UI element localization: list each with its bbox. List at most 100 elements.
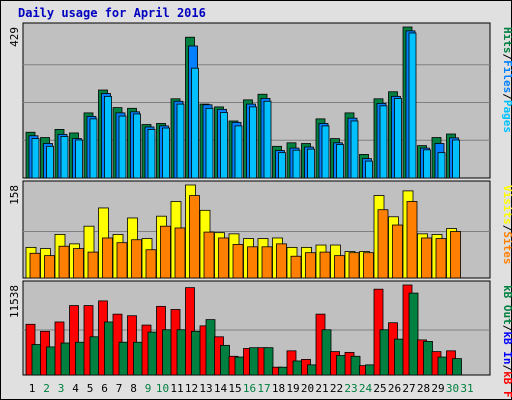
legend-part: Pages [501,100,512,133]
bar-kb-out-day-3 [60,342,71,376]
day-label-28: 28 [417,382,430,395]
day-label-3: 3 [58,382,65,395]
day-label-13: 13 [199,382,212,395]
ymax-label: 158 [8,185,21,205]
day-label-8: 8 [130,382,137,395]
bar-kb-out-day-2 [46,346,56,376]
bar-sites-day-1 [29,252,41,279]
bar-pages-day-14 [220,112,228,179]
bar-pages-day-5 [89,118,98,179]
bar-sites-day-30 [450,231,461,279]
bar-kb-out-day-7 [118,341,129,376]
day-label-6: 6 [101,382,108,395]
bar-sites-day-26 [392,224,403,279]
legend-label: kB Out/kB In/kB F [501,285,512,398]
day-label-1: 1 [29,382,36,395]
ymax-label: 429 [8,27,21,47]
day-label-5: 5 [87,382,94,395]
bar-kb-out-day-4 [75,341,85,376]
legend-part: / [501,93,512,100]
bar-sites-day-5 [87,251,99,279]
bar-pages-day-30 [452,139,460,179]
bar-kb-out-day-11 [176,329,187,376]
bar-pages-day-20 [307,148,315,179]
bar-sites-day-25 [377,209,389,279]
day-label-14: 14 [214,382,228,395]
day-label-25: 25 [373,382,386,395]
day-label-11: 11 [170,382,183,395]
bar-pages-day-16 [249,106,257,179]
legend-part: / [501,54,512,61]
bar-sites-day-17 [261,246,273,279]
legend-part: kB F [501,371,512,398]
bar-pages-day-4 [75,139,83,179]
bar-sites-day-8 [131,239,142,279]
bar-kb-out-day-15 [234,356,245,376]
bar-kb-out-day-9 [147,331,158,376]
day-label-4: 4 [72,382,79,395]
legend-part: Sites [501,231,512,264]
bar-kb-out-day-8 [133,341,143,376]
bar-sites-day-22 [334,255,345,279]
bar-pages-day-15 [234,125,243,179]
chart-title: Daily usage for April 2016 [18,6,206,20]
bar-pages-day-1 [31,138,40,179]
bar-pages-day-22 [336,144,344,179]
day-label-22: 22 [330,382,343,395]
legend-part: / [501,225,512,232]
bar-sites-day-16 [247,246,258,279]
bar-pages-day-11 [176,103,185,179]
bar-kb-out-day-28 [423,341,433,376]
bar-kb-f-day-4 [69,305,79,376]
legend-label: Hits/Files/Pages [501,27,512,133]
bar-kb-out-day-14 [220,344,230,376]
bar-pages-day-23 [350,120,359,179]
chart-panels: 429Hits/Files/Pages158Visits/Sites11538k… [8,22,512,398]
bar-sites-day-19 [290,255,302,279]
bar-sites-day-11 [174,227,186,279]
bar-pages-day-6 [104,95,112,179]
day-label-15: 15 [228,382,241,395]
day-label-31: 31 [460,382,473,395]
bar-kb-out-day-26 [394,338,404,376]
bar-sites-day-13 [203,231,215,279]
bar-kb-out-day-21 [321,329,332,376]
bar-pages-day-26 [394,98,402,179]
bar-pages-day-7 [118,115,127,179]
bar-kb-out-day-23 [350,355,361,376]
bar-pages-day-24 [365,160,373,179]
legend-part: kB Out [501,285,512,325]
bar-pages-day-9 [147,129,156,179]
bar-sites-day-10 [160,225,171,279]
day-label-16: 16 [243,382,256,395]
legend-part: Hits [501,27,512,54]
day-label-30: 30 [446,382,459,395]
bar-sites-day-24 [363,252,374,279]
bar-pages-day-19 [292,149,301,179]
legend-part: kB In [501,331,512,364]
day-label-19: 19 [286,382,299,395]
day-label-7: 7 [116,382,123,395]
bar-pages-day-18 [278,152,286,179]
bar-sites-day-7 [116,242,128,279]
bar-pages-day-29 [437,152,446,179]
day-label-29: 29 [431,382,444,395]
bar-kb-out-day-16 [249,347,259,376]
ymax-label: 11538 [8,285,21,318]
day-label-26: 26 [388,382,401,395]
bar-kb-out-day-12 [191,330,201,376]
bar-kb-out-day-6 [104,321,114,376]
legend-label: Visits/Sites [501,185,512,265]
day-label-10: 10 [156,382,169,395]
legend-part: / [501,365,512,372]
bar-pages-day-25 [379,105,388,179]
bar-pages-day-10 [162,127,170,179]
bar-sites-day-28 [421,237,432,279]
bar-pages-day-3 [60,136,69,179]
bar-pages-day-28 [423,149,431,179]
bar-sites-day-12 [189,195,200,279]
panel-1: 429 Hits/Files/Pages [8,22,512,179]
bar-sites-day-15 [232,244,244,279]
bar-sites-day-4 [73,248,84,279]
bar-pages-day-13 [205,107,214,179]
